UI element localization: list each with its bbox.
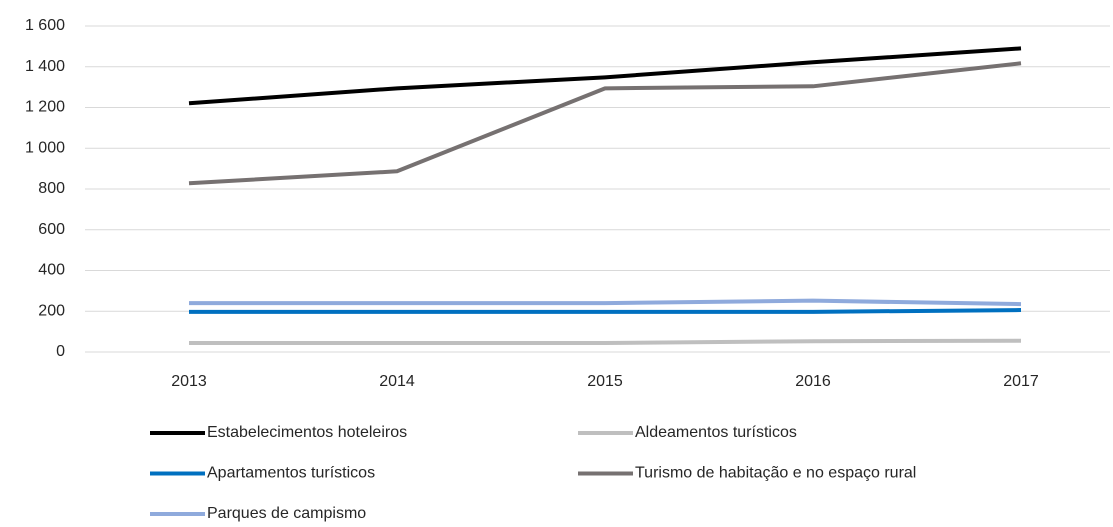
x-tick-label: 2013 [171, 373, 207, 390]
x-tick-label: 2016 [795, 373, 831, 390]
y-tick-label: 0 [56, 343, 65, 360]
legend-label: Estabelecimentos hoteleiros [207, 424, 407, 441]
legend-label: Aldeamentos turísticos [635, 424, 797, 441]
y-tick-label: 800 [38, 180, 65, 197]
x-tick-label: 2015 [587, 373, 623, 390]
legend-label: Apartamentos turísticos [207, 465, 375, 482]
y-tick-label: 1 400 [25, 58, 65, 75]
x-tick-label: 2014 [379, 373, 415, 390]
x-tick-label: 2017 [1003, 373, 1039, 390]
series-line [189, 308, 1022, 314]
legend-label: Turismo de habitação e no espaço rural [635, 465, 916, 482]
y-tick-label: 200 [38, 302, 65, 319]
y-tick-label: 1 200 [25, 99, 65, 116]
series-line [188, 61, 1022, 186]
series-line [188, 46, 1022, 106]
y-tick-label: 400 [38, 262, 65, 279]
y-tick-label: 1 600 [25, 17, 65, 34]
y-tick-label: 600 [38, 221, 65, 238]
series-line [189, 298, 1022, 307]
y-tick-label: 1 000 [25, 139, 65, 156]
legend-label: Parques de campismo [207, 505, 366, 522]
series-line [189, 338, 1022, 346]
